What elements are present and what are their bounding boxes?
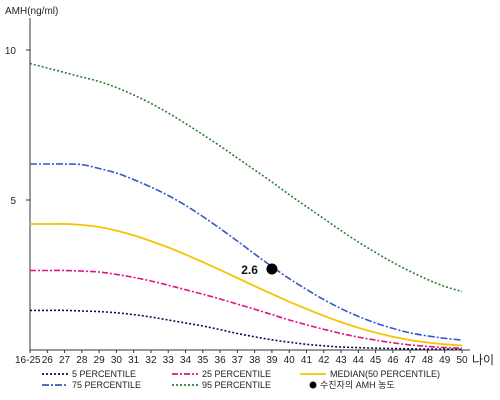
x-tick-label: 40 bbox=[284, 355, 296, 366]
y-axis-label: AMH(ng/ml) bbox=[5, 6, 58, 17]
x-tick-label: 49 bbox=[439, 355, 451, 366]
x-tick-label: 34 bbox=[180, 355, 192, 366]
legend-label-5-percentile: 5 PERCENTILE bbox=[72, 369, 136, 379]
x-tick-label: 42 bbox=[318, 355, 330, 366]
x-tick-label: 26 bbox=[42, 355, 54, 366]
x-tick-label: 32 bbox=[145, 355, 157, 366]
patient-amh-point bbox=[266, 263, 278, 275]
y-tick-label: 10 bbox=[5, 46, 17, 57]
x-tick-label: 37 bbox=[232, 355, 244, 366]
x-tick-label: 29 bbox=[94, 355, 106, 366]
x-tick-label: 35 bbox=[197, 355, 209, 366]
x-tick-label: 41 bbox=[301, 355, 313, 366]
x-tick-label: 38 bbox=[249, 355, 261, 366]
legend-label-25-percentile: 25 PERCENTILE bbox=[202, 369, 271, 379]
x-tick-label: 31 bbox=[128, 355, 140, 366]
x-tick-label: 33 bbox=[163, 355, 175, 366]
x-tick-label: 36 bbox=[215, 355, 227, 366]
patient-amh-label: 2.6 bbox=[241, 263, 258, 277]
x-tick-label: 28 bbox=[76, 355, 88, 366]
legend-label-75-percentile: 75 PERCENTILE bbox=[72, 380, 141, 390]
series-line-5-percentile bbox=[29, 309, 463, 351]
plot-area: 5 10 16-25 26 27 28 29 30 31 32 33 34 35 36 37 38 39 40 41… bbox=[5, 18, 470, 366]
legend-swatch-patient bbox=[309, 381, 317, 389]
legend: 5 PERCENTILE 25 PERCENTILE MEDIAN(50 PERCE… bbox=[42, 369, 440, 390]
legend-label-patient: 수진자의 AMH 농도 bbox=[320, 380, 395, 390]
legend-label-95-percentile: 95 PERCENTILE bbox=[202, 380, 271, 390]
series-line-25-percentile bbox=[29, 269, 463, 349]
series-line-median-50-percentile bbox=[30, 223, 463, 347]
x-tick-label: 16-25 bbox=[15, 355, 41, 366]
x-axis-label: 나이 bbox=[472, 353, 494, 367]
series-line-75-percentile bbox=[30, 163, 463, 341]
x-tick-label: 27 bbox=[59, 355, 71, 366]
x-tick-label: 45 bbox=[370, 355, 382, 366]
y-tick-label: 5 bbox=[10, 196, 16, 207]
legend-label-median-50-percentile: MEDIAN(50 PERCENTILE) bbox=[330, 369, 440, 379]
x-tick-label: 39 bbox=[266, 355, 278, 366]
x-tick-label: 46 bbox=[387, 355, 399, 366]
x-tick-label: 47 bbox=[405, 355, 417, 366]
x-tick-label: 50 bbox=[456, 355, 468, 366]
x-tick-label: 30 bbox=[111, 355, 123, 366]
x-tick-label: 48 bbox=[422, 355, 434, 366]
x-tick-label: 44 bbox=[353, 355, 365, 366]
series-line-95-percentile bbox=[29, 62, 463, 293]
x-tick-label: 43 bbox=[335, 355, 347, 366]
